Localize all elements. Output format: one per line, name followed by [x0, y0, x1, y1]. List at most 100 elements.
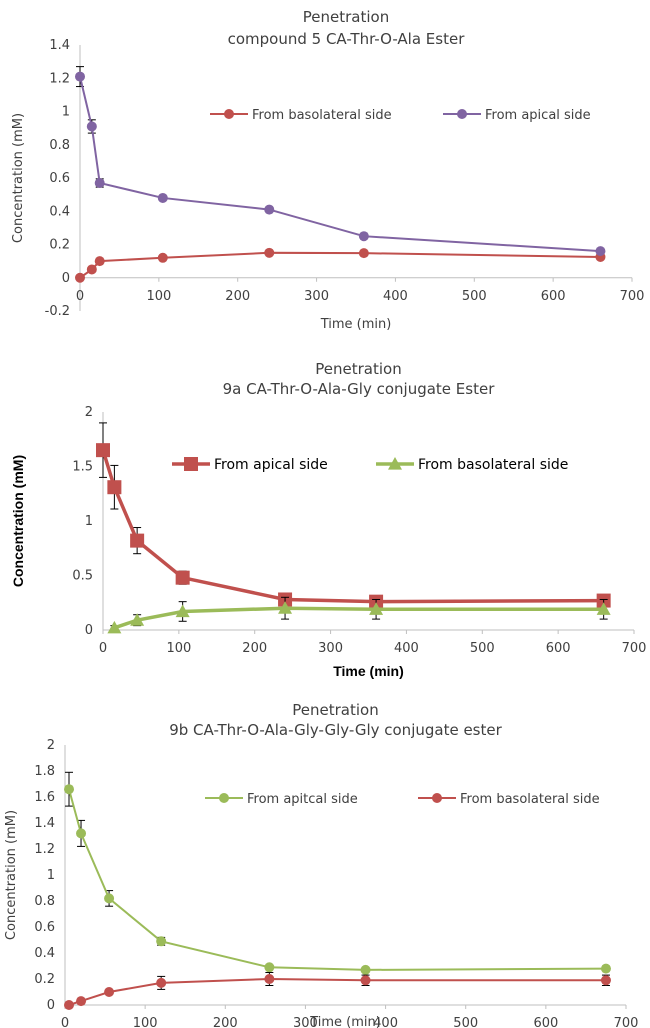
series-line — [113, 606, 604, 630]
data-point — [64, 784, 75, 795]
data-point — [75, 71, 85, 82]
x-tick-label: 100 — [146, 289, 171, 304]
x-tick-label: 300 — [293, 1016, 318, 1028]
y-tick-label: 0.6 — [34, 920, 55, 935]
x-tick-label: 100 — [166, 641, 191, 656]
x-tick-label: 500 — [470, 641, 495, 656]
x-tick-label: 700 — [620, 289, 645, 304]
data-point — [64, 1000, 75, 1010]
data-point — [75, 272, 85, 283]
y-tick-label: 1.2 — [34, 842, 55, 857]
chart-subtitle: 9b CA-Thr-O-Ala-Gly-Gly-Gly conjugate es… — [169, 721, 502, 739]
y-tick-label: 0.8 — [34, 894, 55, 909]
data-point — [369, 602, 384, 615]
y-tick-label: 1.8 — [34, 764, 55, 779]
data-point — [600, 975, 611, 986]
data-point — [104, 987, 115, 997]
data-point — [175, 604, 190, 618]
data-point — [86, 264, 97, 275]
x-tick-label: 600 — [533, 1016, 558, 1028]
y-tick-label: 0 — [47, 998, 55, 1013]
data-point — [264, 247, 275, 258]
legend-label: From apical side — [485, 108, 591, 123]
chart-3: Penetration 9b CA-Thr-O-Ala-Gly-Gly-Gly c… — [4, 701, 638, 1028]
data-point — [264, 204, 275, 215]
series-2: From basolateral side — [107, 457, 611, 634]
y-axis-label: Concentration (mM) — [10, 455, 26, 587]
x-tick-label: 300 — [304, 289, 329, 304]
x-tick-label: 400 — [394, 641, 419, 656]
x-tick-label: 400 — [383, 289, 408, 304]
series-line — [68, 977, 606, 1006]
y-tick-label: 1.4 — [49, 38, 70, 53]
x-tick-label: 200 — [213, 1016, 238, 1028]
data-point — [157, 192, 168, 203]
x-tick-label: 400 — [373, 1016, 398, 1028]
y-tick-label: 1.4 — [34, 816, 55, 831]
x-tick-label: 700 — [614, 1016, 639, 1028]
x-tick-label: 100 — [133, 1016, 158, 1028]
chart-title: Penetration — [303, 8, 389, 26]
data-point — [86, 121, 97, 132]
x-tick-label: 600 — [541, 289, 566, 304]
legend-marker — [457, 109, 467, 119]
x-axis-label: Time (min) — [333, 663, 404, 679]
x-tick-label: 500 — [453, 1016, 478, 1028]
data-point — [76, 828, 87, 839]
data-point — [104, 893, 115, 904]
y-tick-label: 0.2 — [49, 238, 70, 253]
legend-marker — [184, 457, 198, 471]
y-tick-label: 1 — [62, 105, 70, 120]
data-point — [130, 613, 145, 626]
data-point — [175, 570, 190, 585]
y-axis-label: Concentration (mM) — [4, 810, 19, 940]
data-point — [264, 962, 275, 973]
y-tick-label: 1.5 — [72, 460, 93, 475]
x-tick-label: 0 — [61, 1016, 69, 1028]
x-tick-label: 200 — [225, 289, 250, 304]
y-axis-label: Concentration (mM) — [11, 113, 26, 243]
y-tick-label: -0.2 — [45, 304, 70, 319]
series-2: From basolateral side — [64, 792, 611, 1010]
y-tick-label: 0.2 — [34, 972, 55, 987]
data-point — [278, 601, 293, 614]
legend-label: From apical side — [214, 457, 328, 473]
data-point — [130, 533, 145, 548]
data-point — [107, 620, 122, 634]
legend-marker — [219, 793, 229, 803]
x-tick-label: 200 — [242, 641, 267, 656]
chart-title: Penetration — [315, 360, 401, 378]
x-tick-label: 700 — [622, 641, 647, 656]
x-axis-label: Time (min) — [309, 1015, 381, 1028]
y-tick-label: 0.8 — [49, 138, 70, 153]
data-point — [156, 977, 167, 988]
y-tick-label: 0 — [85, 623, 93, 638]
y-tick-label: 2 — [47, 738, 55, 753]
legend-label: From apitcal side — [247, 792, 358, 807]
data-point — [360, 975, 371, 986]
legend-marker — [432, 793, 442, 803]
series-2: From apical side — [75, 66, 606, 257]
series-line — [79, 76, 601, 253]
x-tick-label: 0 — [76, 289, 84, 304]
y-tick-label: 1 — [47, 868, 55, 883]
x-tick-label: 300 — [318, 641, 343, 656]
chart-subtitle: compound 5 CA-Thr-O-Ala Ester — [228, 30, 466, 48]
y-tick-label: 0.4 — [49, 204, 70, 219]
y-tick-label: 0 — [62, 271, 70, 286]
x-axis-label: Time (min) — [320, 317, 392, 332]
y-tick-label: 1 — [85, 514, 93, 529]
x-tick-label: 600 — [546, 641, 571, 656]
data-point — [600, 963, 611, 974]
data-point — [264, 974, 275, 984]
data-point — [94, 256, 105, 267]
y-tick-label: 0.6 — [49, 171, 70, 186]
y-tick-label: 1.6 — [34, 790, 55, 805]
data-point — [596, 602, 611, 615]
chart-1: Penetration compound 5 CA-Thr-O-Ala Ester… — [11, 8, 644, 332]
legend-marker — [224, 109, 234, 119]
data-point — [76, 996, 87, 1007]
data-point — [358, 231, 369, 242]
chart-subtitle: 9a CA-Thr-O-Ala-Gly conjugate Ester — [223, 380, 496, 398]
